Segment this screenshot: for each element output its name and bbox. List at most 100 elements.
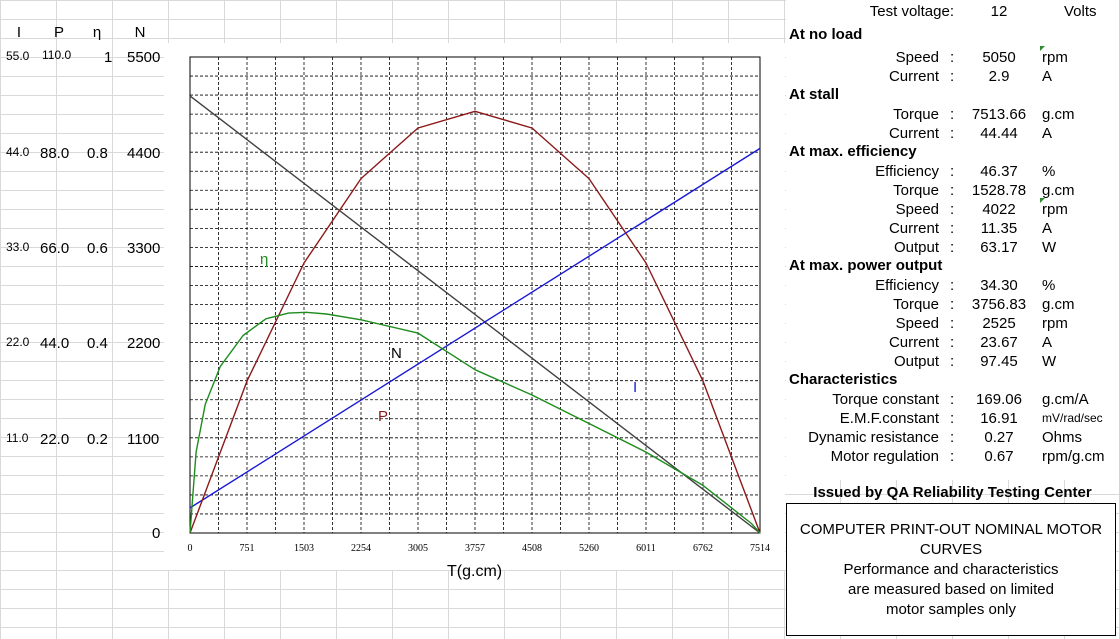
note-line-1: COMPUTER PRINT-OUT NOMINAL MOTOR: [799, 521, 1103, 538]
colon: :: [950, 106, 955, 123]
row-max-pow-speed: Speed : 2525 rpm: [786, 314, 1119, 333]
value-max-pow-output: 97.45: [980, 353, 1018, 370]
chart-area: [164, 43, 785, 570]
x-axis-label: T(g.cm): [447, 563, 502, 580]
section-max-power: At max. power output: [789, 257, 943, 274]
series-label-n: N: [391, 345, 402, 362]
note-box: COMPUTER PRINT-OUT NOMINAL MOTOR CURVES …: [786, 503, 1116, 636]
colon: :: [950, 448, 955, 465]
unit-torque-constant: g.cm/A: [1042, 391, 1089, 408]
value-max-pow-speed: 2525: [982, 315, 1016, 332]
x-tick-label: 5260: [579, 543, 599, 554]
cell-comment-marker: [1040, 46, 1045, 51]
value-max-eff-output: 63.17: [980, 239, 1018, 256]
label-max-eff-efficiency: Efficiency: [875, 163, 939, 180]
axis-p-22: 22.0: [40, 431, 70, 448]
series-line-eta: [189, 311, 761, 534]
axis-n-1100: 1100: [127, 431, 160, 448]
colon: :: [950, 429, 955, 446]
section-no-load: At no load: [789, 26, 863, 43]
colon: :: [950, 277, 955, 294]
unit-max-pow-output: W: [1042, 353, 1057, 370]
label-max-eff-output: Output: [893, 239, 939, 256]
unit-no-load-current: A: [1042, 68, 1053, 85]
row-max-pow-torque: Torque : 3756.83 g.cm: [786, 295, 1119, 314]
row-test-voltage: Test voltage: 12 Volts: [786, 2, 1119, 21]
label-no-load-speed: Speed: [895, 49, 939, 66]
label-max-pow-output: Output: [893, 353, 939, 370]
axis-zero: 0: [152, 525, 161, 542]
cell-comment-marker: [1040, 198, 1045, 203]
characteristics-panel: Test voltage: 12 Volts At no load Speed …: [786, 0, 1119, 480]
motor-curve-chart: 0 751 1503 2254 3005 3757 4508 5260 6011 6762 7514…: [164, 43, 785, 580]
note-line-4: are measured based on limited: [848, 581, 1054, 598]
value-max-eff-current: 11.35: [980, 220, 1018, 237]
x-tick-label: 3005: [408, 543, 428, 554]
unit-max-pow-speed: rpm: [1042, 315, 1068, 332]
unit-max-eff-current: A: [1042, 220, 1053, 237]
series-lines: [189, 95, 761, 534]
unit-max-eff-efficiency: %: [1042, 163, 1056, 180]
header-speed: N: [134, 24, 146, 41]
value-motor-regulation: 0.67: [984, 448, 1014, 465]
grid-vertical: [218, 57, 732, 533]
axis-i-33: 33.0: [6, 240, 30, 254]
unit-max-eff-speed: rpm: [1042, 201, 1068, 218]
row-emf-constant: E.M.F.constant : 16.91 mV/rad/sec: [786, 409, 1119, 428]
value-max-eff-efficiency: 46.37: [980, 163, 1018, 180]
series-line-n: [189, 95, 761, 534]
section-stall: At stall: [789, 86, 840, 103]
value-max-pow-torque: 3756.83: [971, 296, 1027, 313]
row-stall-torque: Torque : 7513.66 g.cm: [786, 105, 1119, 124]
x-tick-label: 6011: [636, 543, 656, 554]
row-stall-current: Current : 44.44 A: [786, 124, 1119, 143]
unit-stall-torque: g.cm: [1042, 106, 1075, 123]
unit-max-eff-torque: g.cm: [1042, 182, 1075, 199]
label-emf-constant: E.M.F.constant: [839, 410, 939, 427]
issued-by: Issued by QA Reliability Testing Center: [813, 484, 1092, 501]
axis-eta-02: 0.2: [87, 431, 108, 448]
unit-emf-constant: mV/rad/sec: [1042, 411, 1103, 425]
value-max-eff-speed: 4022: [982, 201, 1016, 218]
axis-eta-08: 0.8: [87, 145, 108, 162]
colon: :: [950, 334, 955, 351]
x-tick-label: 7514: [750, 543, 770, 554]
value-max-eff-torque: 1528.78: [971, 182, 1027, 199]
colon: :: [950, 163, 955, 180]
unit-max-pow-efficiency: %: [1042, 277, 1056, 294]
value-no-load-speed: 5050: [982, 49, 1016, 66]
grid-horizontal: [190, 75, 760, 515]
section-max-efficiency: At max. efficiency: [789, 143, 917, 160]
header-power: P: [53, 24, 64, 41]
series-line-i: [189, 147, 761, 509]
row-max-eff-speed: Speed : 4022 rpm: [786, 200, 1119, 219]
axis-p-66: 66.0: [40, 240, 70, 257]
note-line-3: Performance and characteristics: [843, 561, 1059, 578]
row-max-eff-output: Output : 63.17 W: [786, 238, 1119, 257]
value-max-pow-current: 23.67: [980, 334, 1018, 351]
plot-border: [189, 56, 761, 534]
note-line-2: CURVES: [919, 541, 983, 558]
row-no-load-speed: Speed : 5050 rpm: [786, 48, 1119, 67]
axis-n-3300: 3300: [127, 240, 161, 257]
row-dynamic-resistance: Dynamic resistance : 0.27 Ohms: [786, 428, 1119, 447]
label-max-pow-speed: Speed: [895, 315, 939, 332]
value-dynamic-resistance: 0.27: [984, 429, 1014, 446]
note-line-5: motor samples only: [885, 601, 1017, 618]
label-motor-regulation: Motor regulation: [830, 448, 939, 465]
value-test-voltage: 12: [990, 3, 1008, 20]
axis-p-88: 88.0: [40, 145, 70, 162]
axis-n-5500: 5500: [127, 49, 161, 66]
colon: :: [950, 410, 955, 427]
x-tick-label: 4508: [522, 543, 542, 554]
axis-eta-1: 1: [104, 49, 113, 66]
row-torque-constant: Torque constant : 169.06 g.cm/A: [786, 390, 1119, 409]
colon: :: [950, 125, 955, 142]
colon: :: [950, 68, 955, 85]
unit-stall-current: A: [1042, 125, 1053, 142]
label-dynamic-resistance: Dynamic resistance: [808, 429, 939, 446]
axis-eta-04: 0.4: [87, 335, 108, 352]
label-max-eff-speed: Speed: [895, 201, 939, 218]
axis-i-22: 22.0: [6, 335, 30, 349]
axis-i-44: 44.0: [6, 145, 30, 159]
